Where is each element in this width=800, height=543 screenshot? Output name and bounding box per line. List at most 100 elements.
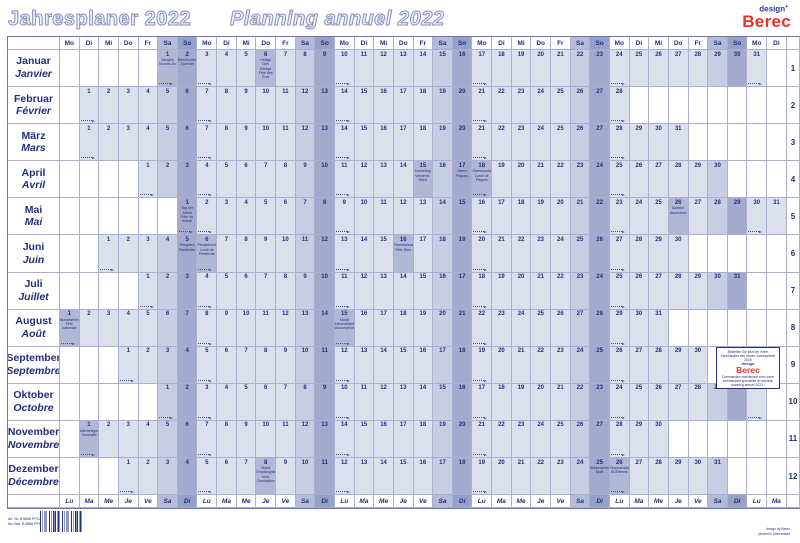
day-cell: 21 [452,309,473,347]
weekday-header-fr: Sa [295,495,316,509]
weekday-header-de: Mi [511,37,532,50]
week-start-arrow-icon [335,83,350,86]
month-label: Oktober Octobre [8,383,60,421]
week-start-arrow-icon [198,379,213,382]
day-cell: 14 [334,87,355,125]
day-cell: 25 Weihnachten Noël [590,458,610,496]
day-cell: 25 [609,161,630,199]
day-cell: 26 [609,346,630,384]
day-cell: 22 [570,383,591,421]
weekday-header-de: Sa [570,37,591,50]
weekday-header-de: Fr [688,37,709,50]
logo-berec-text: Berec [742,11,791,31]
month-number: 9 [786,346,800,384]
day-cell: 24 [531,420,552,459]
day-cell: 7 [236,458,257,496]
day-cell: 24 [570,346,591,384]
week-start-arrow-icon [198,342,213,345]
day-cell: 26 [629,161,650,199]
day-cell: 13 [354,458,375,496]
week-start-arrow-icon [335,491,350,494]
day-cell: 29 [629,420,650,459]
day-cell: 2 [158,161,178,199]
article-number: Art. Nr. B 5866 PPC2 No d'art. B 5866 PP… [8,517,43,527]
empty-day-cell [79,383,100,421]
day-cell: 6 [177,420,198,459]
day-cell: 24 [531,124,552,162]
day-cell: 8 [217,87,237,125]
day-cell: 14 [413,383,434,421]
day-cell: 13 [374,272,394,310]
day-cell: 28 [688,50,709,88]
ad-box: Bestellen Sie jetzt bei Ihrem Fachhändle… [716,347,780,389]
day-cell: 21 [531,161,552,199]
day-cell: 8 [276,272,296,310]
day-cell: 2 [99,420,119,459]
day-cell: 27 [629,458,650,496]
day-cell: 23 [590,383,610,421]
day-cell: 28 [649,458,669,496]
title-french: Planning annuel 2022 [230,8,445,31]
empty-day-cell [118,383,139,421]
empty-day-cell [79,161,100,199]
week-start-arrow-icon [610,454,625,457]
day-cell: 12 [334,346,355,384]
week-start-arrow-icon [610,305,625,308]
day-cell: 11 [354,383,375,421]
day-cell: 29 [708,50,728,88]
day-cell: 24 [609,383,630,421]
day-cell: 8 [217,124,237,162]
day-cell: 18 [413,420,434,459]
week-start-arrow-icon [473,231,488,234]
empty-day-cell [727,235,748,273]
month-label: Mai Mai [8,198,60,236]
day-cell: 7 [197,124,218,162]
day-cell: 20 [492,346,512,384]
day-cell: 24 [609,50,630,88]
weekday-header-fr: Lu [747,495,768,509]
day-cell: 3 [138,235,159,273]
day-cell: 12 [295,124,316,162]
day-cell: 27 [649,161,669,199]
day-cell: 21 [570,198,591,236]
day-cell: 8 Mariä Empfängnis Imm. Conception [256,458,277,496]
day-cell: 19 [492,161,512,199]
day-cell: 27 [570,309,591,347]
week-start-arrow-icon [610,268,625,271]
day-cell: 2 [158,272,178,310]
day-cell: 19 [413,309,434,347]
day-cell: 28 [688,383,709,421]
day-cell: 9 [276,458,296,496]
weekday-header-fr: Di [452,495,473,509]
empty-day-cell [747,124,768,162]
day-cell: 15 Karfreitag Vendredi-Saint [413,161,434,199]
day-cell: 9 [236,87,257,125]
day-cell: 28 [668,161,689,199]
day-cell: 24 [511,309,532,347]
day-cell: 16 [413,346,434,384]
day-cell: 10 [256,420,277,459]
week-start-arrow-icon [61,342,75,345]
weekday-header-fr: Je [531,495,552,509]
empty-day-cell [747,272,768,310]
day-cell: 1 [79,87,100,125]
day-cell: 20 [472,235,493,273]
day-cell: 20 [452,87,473,125]
empty-day-cell [767,420,787,459]
day-cell: 5 [236,383,257,421]
day-cell: 28 [649,346,669,384]
weekday-header-fr: Ma [492,495,512,509]
day-cell: 14 [354,235,375,273]
day-cell: 22 [551,161,571,199]
day-cell: 15 [433,383,453,421]
day-cell: 4 [177,458,198,496]
day-cell: 16 [374,124,394,162]
week-start-arrow-icon [159,83,174,86]
day-cell: 8 [256,346,277,384]
day-cell: 31 [708,458,728,496]
day-cell: 23 [590,50,610,88]
ad-logo-berec-text: Berec [736,365,760,376]
empty-day-cell [767,309,787,347]
day-cell: 11 [315,346,335,384]
